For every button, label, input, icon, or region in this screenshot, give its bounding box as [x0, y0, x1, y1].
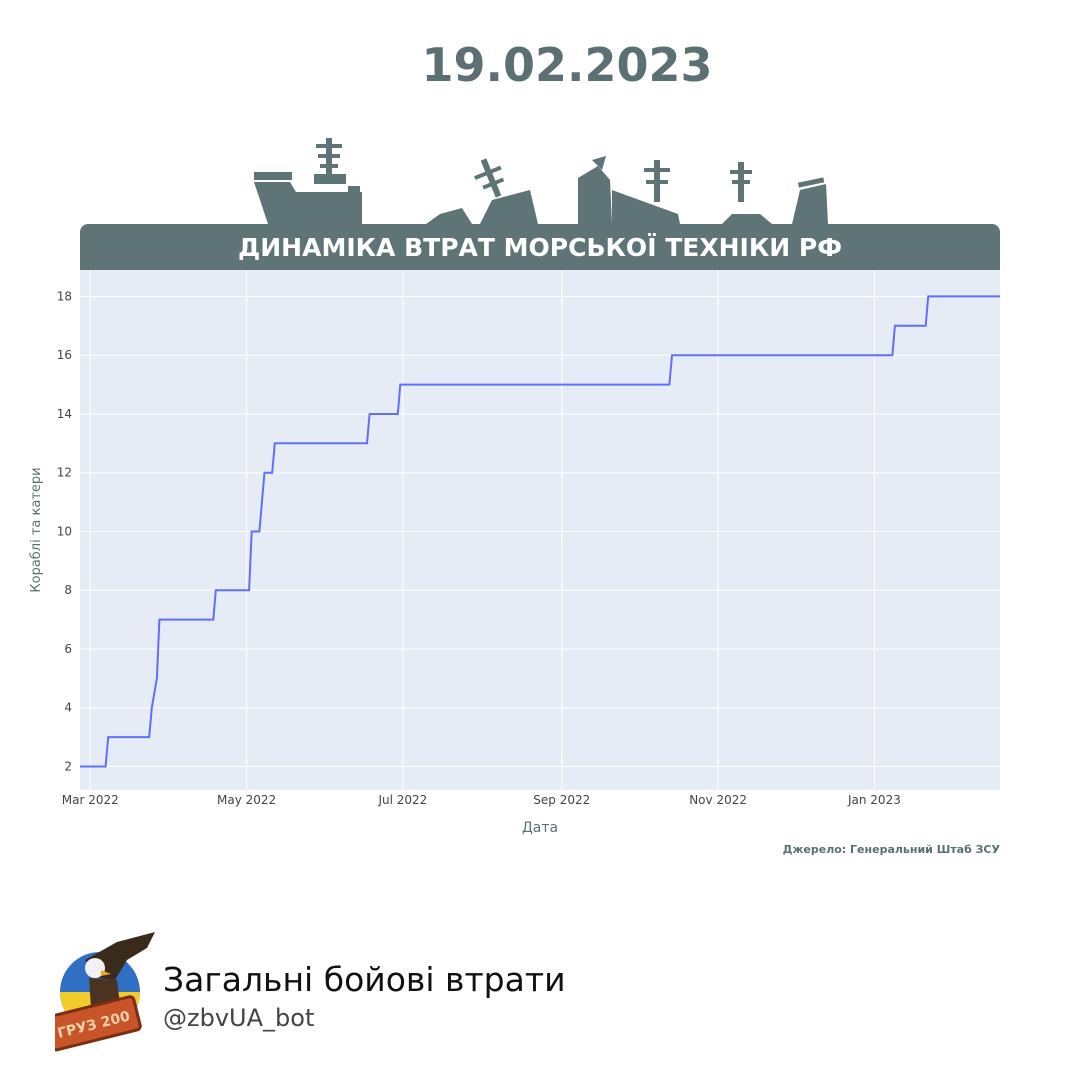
x-tick-labels: Mar 2022 May 2022 Jul 2022 Sep 2022 Nov 2022…: [62, 793, 901, 807]
x-tick-label: Nov 2022: [689, 793, 747, 807]
x-tick-label: Sep 2022: [533, 793, 590, 807]
sinking-ship-icon: [426, 158, 538, 224]
x-tick-label: May 2022: [217, 793, 276, 807]
losses-line-chart: 2 4 6 8 10 12 14 16 18 Mar 2022 May 2022 Jul 2022 S…: [29, 270, 1000, 836]
y-tick-label: 18: [57, 289, 72, 303]
y-axis-label: Кораблі та катери: [29, 467, 44, 592]
sinking-ship-icon: [578, 156, 680, 224]
date-title: 19.02.2023: [421, 38, 713, 92]
x-tick-label: Jan 2023: [847, 793, 901, 807]
eagle-logo-icon: ГРУЗ 200: [55, 932, 155, 1052]
chart-title-banner: ДИНАМІКА ВТРАТ МОРСЬКОЇ ТЕХНІКИ РФ: [80, 224, 1000, 270]
warships-illustration: [254, 138, 828, 224]
y-tick-label: 12: [57, 466, 72, 480]
warship-icon: [254, 138, 362, 224]
series-line: [80, 295, 1000, 768]
x-tick-label: Jul 2022: [377, 793, 427, 807]
y-tick-label: 6: [64, 642, 72, 656]
y-tick-labels: 2 4 6 8 10 12 14 16 18: [57, 289, 72, 773]
y-tick-label: 2: [64, 759, 72, 773]
plot-area: [80, 270, 1000, 790]
footer-title: Загальні бойові втрати: [163, 960, 566, 999]
y-tick-label: 16: [57, 348, 72, 362]
sinking-ship-icon: [722, 162, 828, 224]
y-tick-label: 10: [57, 524, 72, 538]
y-tick-label: 4: [64, 701, 72, 715]
y-tick-label: 14: [57, 407, 72, 421]
source-note: Джерело: Генеральний Штаб ЗСУ: [782, 843, 1000, 856]
y-tick-label: 8: [64, 583, 72, 597]
x-axis-label: Дата: [522, 820, 558, 836]
x-tick-label: Mar 2022: [62, 793, 119, 807]
bot-handle-link[interactable]: @zbvUA_bot: [163, 1004, 315, 1032]
footer: ГРУЗ 200 Загальні бойові втрати @zbvUA_b…: [55, 930, 755, 1060]
